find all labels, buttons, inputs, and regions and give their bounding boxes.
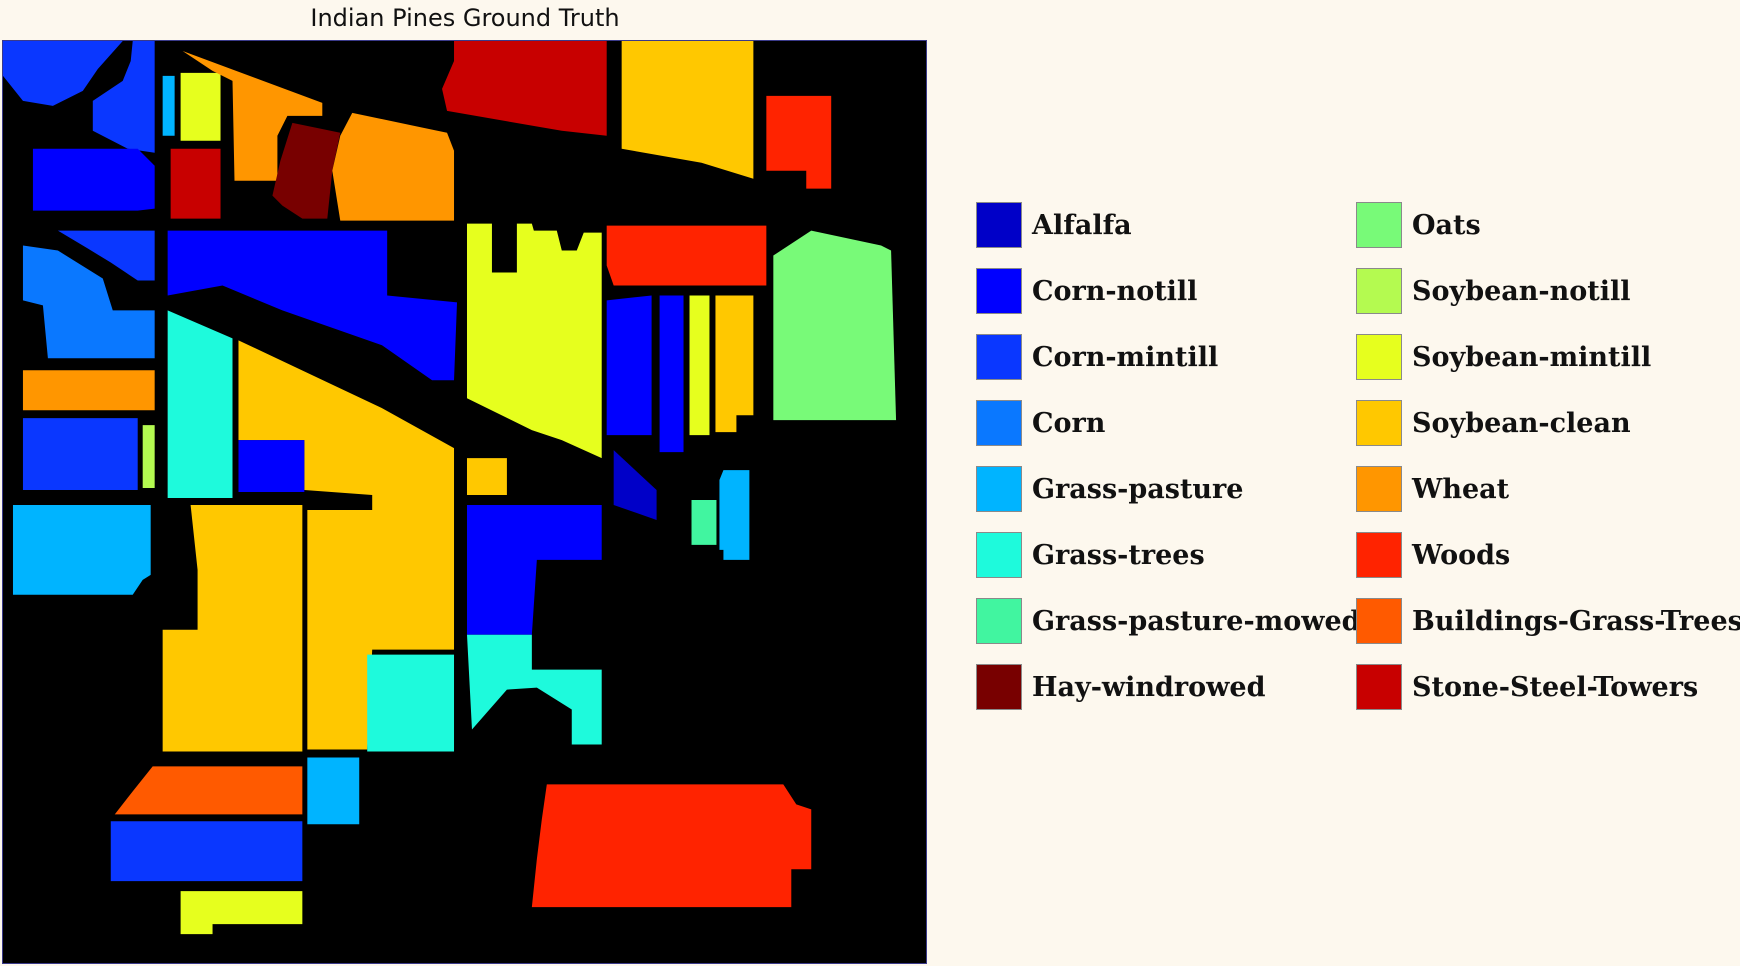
map-title: Indian Pines Ground Truth	[310, 4, 620, 32]
legend-label: Buildings-Grass-Trees	[1412, 605, 1740, 637]
legend-item: Wheat	[1356, 464, 1509, 514]
region-soybean-clean	[466, 458, 507, 496]
legend-swatch	[976, 202, 1022, 248]
region-grass-trees	[367, 654, 455, 752]
region-corn-mintill	[92, 41, 155, 153]
legend-label: Corn-notill	[1032, 275, 1198, 307]
region-soybean-mintill	[180, 72, 221, 141]
legend-swatch	[976, 334, 1022, 380]
region-corn-mintill	[110, 821, 303, 882]
region-wheat	[332, 112, 455, 221]
region-alfalfa	[613, 450, 657, 520]
region-grass-trees	[466, 634, 602, 745]
region-corn-notill	[32, 148, 155, 211]
region-oats	[773, 230, 897, 421]
legend-swatch	[1356, 400, 1402, 446]
legend-swatch	[976, 400, 1022, 446]
region-corn-notill	[606, 295, 652, 436]
legend-item: Hay-windrowed	[976, 662, 1265, 712]
region-corn-mintill	[22, 418, 138, 491]
legend-swatch	[1356, 268, 1402, 314]
region-grass-pasture	[162, 75, 175, 136]
legend-item: Oats	[1356, 200, 1481, 250]
legend-item: Grass-pasture	[976, 464, 1243, 514]
legend-label: Oats	[1412, 209, 1481, 241]
region-grass-pasture	[719, 470, 750, 560]
region-soybean-mintill	[689, 295, 710, 436]
region-corn-notill	[659, 295, 684, 453]
legend-item: Soybean-notill	[1356, 266, 1630, 316]
legend-item: Alfalfa	[976, 200, 1132, 250]
region-soybean-clean	[162, 504, 303, 752]
legend-item: Grass-trees	[976, 530, 1205, 580]
region-buildings-grass-trees	[114, 766, 303, 815]
legend-item: Corn-mintill	[976, 332, 1218, 382]
legend-label: Woods	[1412, 539, 1511, 571]
legend-swatch	[976, 598, 1022, 644]
region-soybean-clean	[621, 41, 754, 179]
region-woods-dark	[442, 41, 607, 136]
region-grass-pasture	[307, 757, 360, 825]
region-soybean-mintill	[180, 891, 303, 935]
class-map-canvas	[3, 41, 897, 935]
legend-label: Grass-pasture	[1032, 473, 1244, 505]
legend-swatch	[976, 532, 1022, 578]
legend-swatch	[1356, 334, 1402, 380]
legend-label: Grass-trees	[1032, 539, 1205, 571]
legend-item: Soybean-clean	[1356, 398, 1631, 448]
region-grass-pasture	[12, 504, 151, 595]
legend-swatch	[1356, 466, 1402, 512]
region-woods	[606, 225, 767, 286]
legend-label: Soybean-notill	[1412, 275, 1631, 307]
region-soybean-clean	[238, 340, 455, 750]
legend-swatch	[1356, 202, 1402, 248]
legend-label: Stone-Steel-Towers	[1412, 671, 1699, 703]
region-corn-mintill	[57, 230, 155, 281]
region-grass-pasture-mowed	[691, 500, 717, 545]
region-grass-trees	[167, 310, 233, 499]
legend-swatch	[976, 664, 1022, 710]
region-woods	[531, 784, 812, 908]
region-hay-windrowed	[272, 122, 341, 219]
legend-swatch	[976, 466, 1022, 512]
legend-item: Stone-Steel-Towers	[1356, 662, 1698, 712]
region-wheat	[182, 50, 323, 181]
legend-swatch	[1356, 664, 1402, 710]
legend-swatch	[976, 268, 1022, 314]
region-stone-steel-towers	[170, 148, 221, 219]
legend-swatch	[1356, 598, 1402, 644]
legend-item: Soybean-mintill	[1356, 332, 1651, 382]
region-soybean-notill	[142, 425, 155, 489]
region-corn-mintill	[3, 41, 123, 106]
legend-label: Soybean-mintill	[1412, 341, 1652, 373]
legend-item: Grass-pasture-mowed	[976, 596, 1361, 646]
legend-item: Buildings-Grass-Trees	[1356, 596, 1740, 646]
region-wheat	[22, 370, 155, 411]
legend-item: Corn-notill	[976, 266, 1197, 316]
region-corn-notill	[238, 440, 305, 493]
legend-label: Soybean-clean	[1412, 407, 1631, 439]
legend-item: Woods	[1356, 530, 1510, 580]
legend-label: Wheat	[1412, 473, 1510, 505]
legend-label: Corn	[1032, 407, 1106, 439]
legend-swatch	[1356, 532, 1402, 578]
ground-truth-map	[2, 40, 927, 964]
legend-label: Grass-pasture-mowed	[1032, 605, 1361, 637]
region-soybean-mintill	[466, 223, 602, 459]
region-corn-notill	[167, 230, 458, 381]
legend-label: Hay-windrowed	[1032, 671, 1266, 703]
legend-label: Alfalfa	[1032, 209, 1132, 241]
legend-item: Corn	[976, 398, 1105, 448]
region-woods	[766, 95, 832, 189]
legend-label: Corn-mintill	[1032, 341, 1219, 373]
region-soybean-clean	[715, 295, 754, 433]
region-corn-notill	[466, 504, 602, 635]
region-corn-corn	[22, 245, 155, 359]
